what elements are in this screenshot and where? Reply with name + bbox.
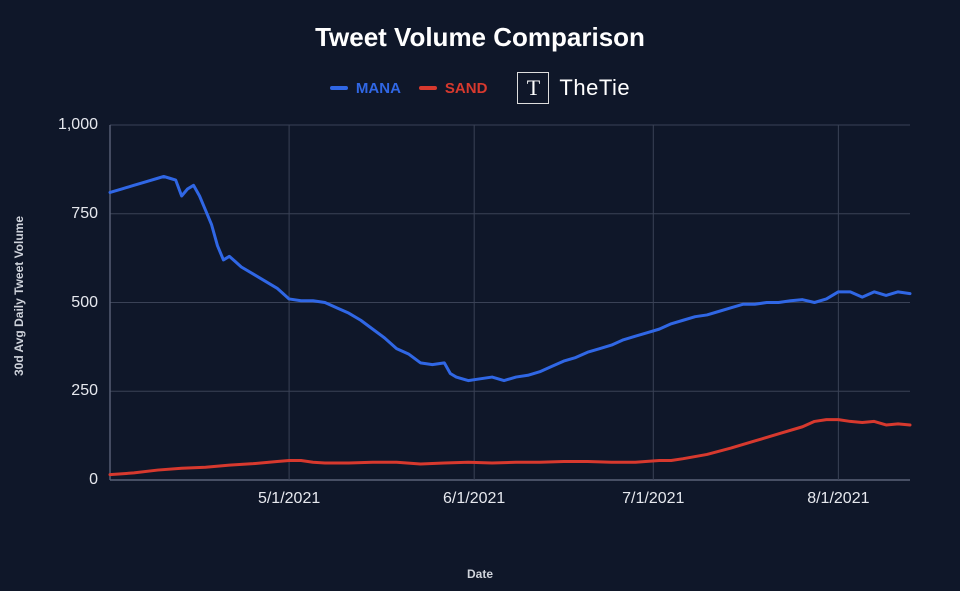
x-tick-label: 7/1/2021 xyxy=(622,490,684,508)
x-tick-label: 5/1/2021 xyxy=(258,490,320,508)
y-tick-label: 500 xyxy=(48,294,98,312)
brand-badge: T TheTie xyxy=(517,72,630,104)
x-tick-label: 6/1/2021 xyxy=(443,490,505,508)
legend-swatch xyxy=(419,86,437,90)
plot-area xyxy=(80,120,920,510)
chart-title: Tweet Volume Comparison xyxy=(0,22,960,53)
series-line-mana xyxy=(110,176,910,380)
chart-svg xyxy=(80,120,920,510)
legend-item-sand: SAND xyxy=(419,80,488,97)
y-tick-label: 0 xyxy=(48,471,98,489)
legend-item-mana: MANA xyxy=(330,80,401,97)
legend-label: SAND xyxy=(445,80,488,97)
x-axis-title: Date xyxy=(0,567,960,581)
y-axis-title: 30d Avg Daily Tweet Volume xyxy=(12,215,26,375)
legend-label: MANA xyxy=(356,80,401,97)
chart-container: Tweet Volume Comparison MANA SAND T TheT… xyxy=(0,0,960,591)
y-tick-label: 250 xyxy=(48,382,98,400)
chart-legend: MANA SAND T TheTie xyxy=(0,72,960,104)
brand-name: TheTie xyxy=(559,75,630,101)
brand-logo-icon: T xyxy=(517,72,549,104)
y-tick-label: 750 xyxy=(48,205,98,223)
y-tick-label: 1,000 xyxy=(48,116,98,134)
series-line-sand xyxy=(110,420,910,475)
x-tick-label: 8/1/2021 xyxy=(807,490,869,508)
legend-swatch xyxy=(330,86,348,90)
